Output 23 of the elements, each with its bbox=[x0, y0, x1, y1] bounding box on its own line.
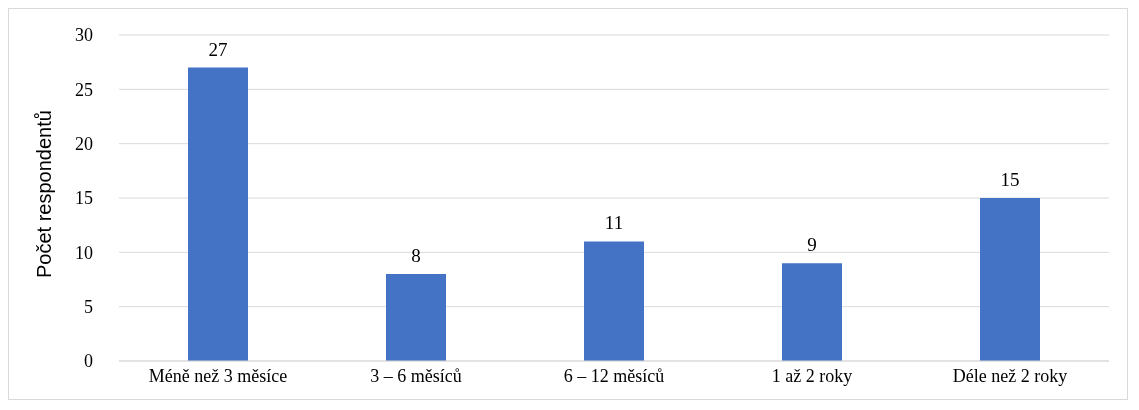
y-tick-label: 5 bbox=[84, 297, 93, 318]
data-label: 9 bbox=[807, 234, 817, 256]
x-tick-label: 6 – 12 měsíců bbox=[563, 365, 665, 386]
bar bbox=[584, 241, 644, 361]
y-axis-title: Počet respondentů bbox=[33, 110, 56, 278]
y-tick-label: 25 bbox=[75, 79, 93, 100]
y-tick-label: 15 bbox=[75, 188, 93, 209]
y-tick-label: 0 bbox=[84, 351, 93, 372]
data-label: 8 bbox=[411, 245, 421, 267]
bar bbox=[188, 67, 248, 361]
x-tick-label: Déle než 2 roky bbox=[952, 365, 1068, 386]
x-tick-label: 1 až 2 roky bbox=[771, 365, 853, 386]
x-tick-label: Méně než 3 měsíce bbox=[148, 365, 288, 386]
y-tick-label: 30 bbox=[75, 25, 93, 46]
data-label: 15 bbox=[1000, 169, 1020, 190]
y-tick-label: 20 bbox=[75, 134, 93, 155]
bar bbox=[980, 198, 1040, 361]
data-label: 27 bbox=[208, 38, 228, 60]
bar bbox=[782, 263, 842, 361]
data-label: 11 bbox=[604, 212, 624, 234]
y-tick-label: 10 bbox=[75, 242, 93, 263]
x-tick-label: 3 – 6 měsíců bbox=[370, 365, 462, 386]
bar bbox=[386, 274, 446, 361]
